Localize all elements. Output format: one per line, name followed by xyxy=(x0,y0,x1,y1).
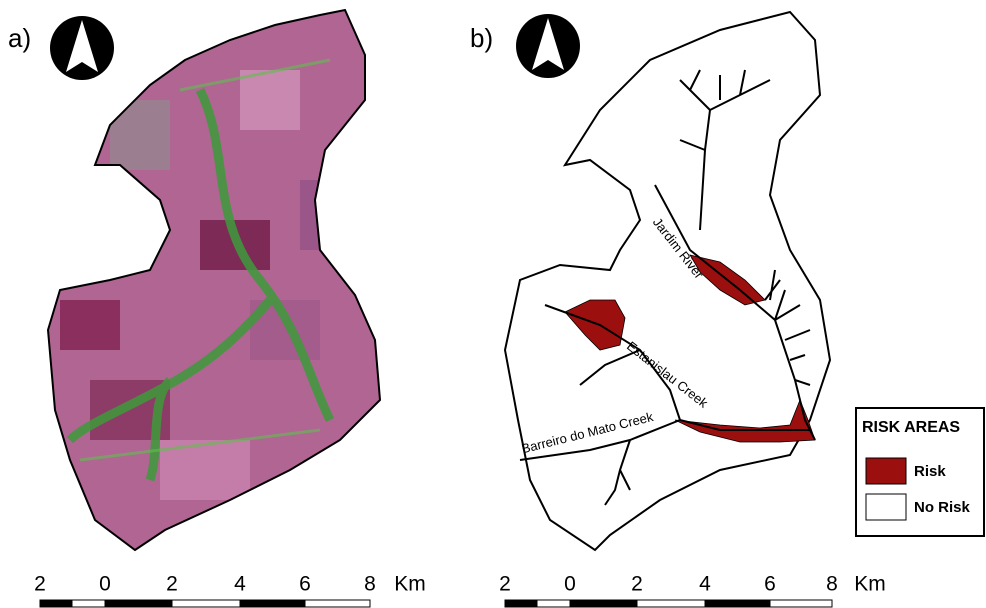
scale-label: 8 xyxy=(826,573,838,596)
panel-b: b) Jardim River Estanislau Creek Barreir… xyxy=(470,10,886,608)
scale-unit: Km xyxy=(854,573,886,596)
watershed-outline xyxy=(503,10,832,552)
scale-label: 4 xyxy=(234,573,246,596)
north-arrow xyxy=(50,16,114,80)
satellite-image xyxy=(48,10,380,550)
legend-item: No Risk xyxy=(914,499,971,516)
scale-label: 2 xyxy=(34,573,46,596)
scale-label: 6 xyxy=(299,573,311,596)
panel-label: b) xyxy=(470,23,493,53)
legend: RISK AREAS Risk No Risk xyxy=(855,407,985,537)
scale-unit: Km xyxy=(394,573,426,596)
scale-bar xyxy=(39,599,371,608)
scale-label: 2 xyxy=(166,573,178,596)
panel-label: a) xyxy=(8,23,31,53)
panel-a: a) 2 0 2 4 6 8 Km xyxy=(8,8,426,608)
legend-title: RISK AREAS xyxy=(862,419,960,436)
scale-label: 0 xyxy=(99,573,111,596)
scale-label: 0 xyxy=(564,573,576,596)
north-arrow xyxy=(516,14,580,78)
scale-label: 4 xyxy=(699,573,711,596)
river-network xyxy=(519,69,816,506)
scale-label: 8 xyxy=(364,573,376,596)
scale-label: 6 xyxy=(764,573,776,596)
scale-bar xyxy=(504,599,833,608)
legend-item: Risk xyxy=(914,463,946,480)
scale-label: 2 xyxy=(631,573,643,596)
watershed-outline xyxy=(46,8,382,552)
scale-label: 2 xyxy=(499,573,511,596)
